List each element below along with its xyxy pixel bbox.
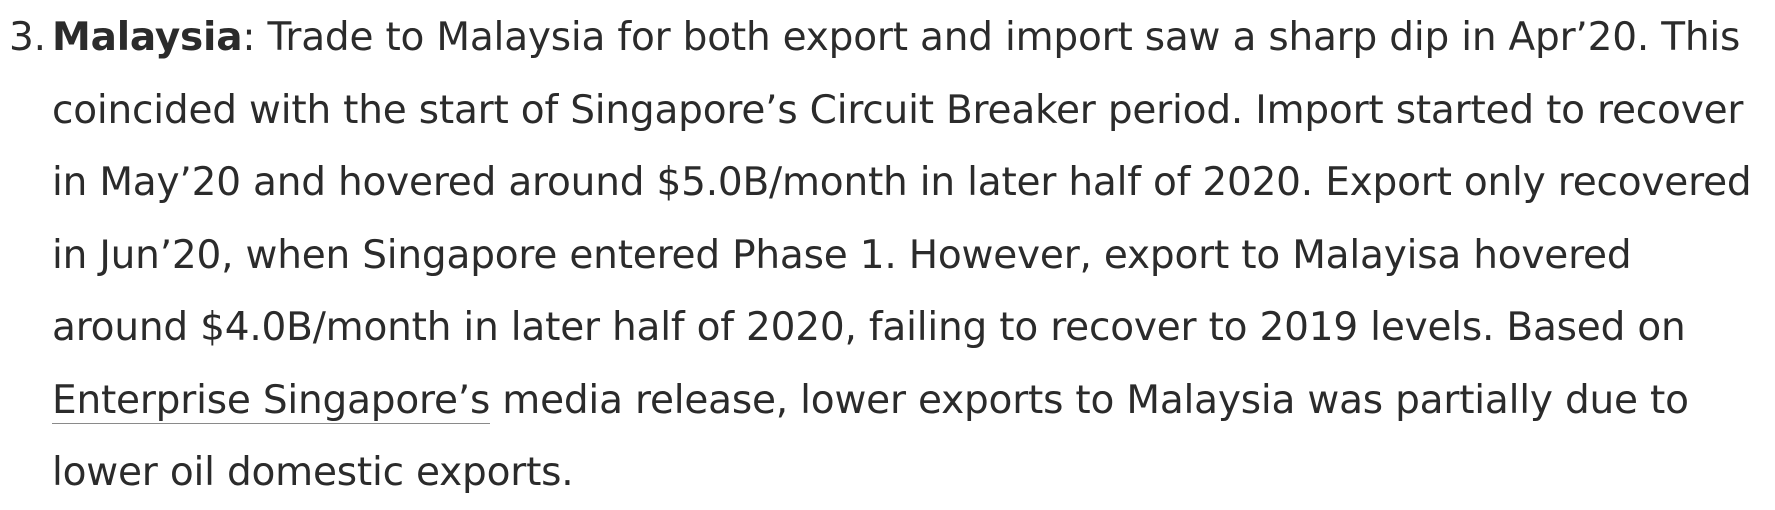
enterprise-singapore-link[interactable]: Enterprise Singapore’s [52, 377, 491, 424]
list-item-heading: Malaysia [52, 15, 243, 60]
heading-colon: : [242, 15, 256, 60]
paragraph-text-before-link: Trade to Malaysia for both export and im… [52, 15, 1752, 350]
paragraph-text-after-link: media release, lower exports to Malaysia… [52, 377, 1689, 496]
list-item-number: 3. [9, 15, 46, 60]
